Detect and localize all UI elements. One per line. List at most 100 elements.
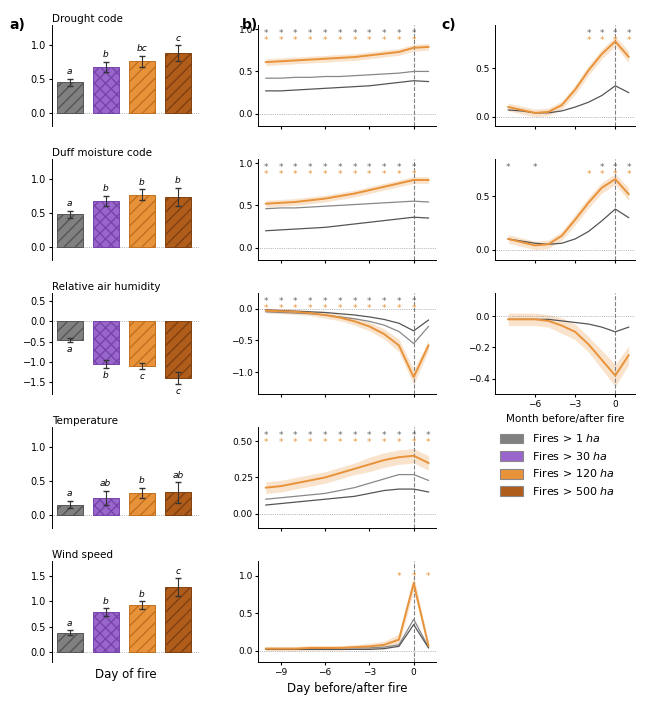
Text: b: b: [103, 51, 108, 59]
Text: *: *: [322, 438, 327, 447]
Text: *: *: [322, 304, 327, 313]
Text: *: *: [352, 438, 357, 447]
Text: a: a: [67, 345, 72, 354]
Text: *: *: [626, 29, 631, 38]
Text: *: *: [613, 36, 617, 45]
Text: *: *: [308, 438, 312, 447]
Text: *: *: [367, 438, 372, 447]
Bar: [165, 321, 191, 378]
Text: *: *: [382, 36, 386, 45]
Text: *: *: [308, 29, 312, 38]
Text: *: *: [367, 163, 372, 172]
Text: *: *: [367, 36, 372, 45]
Text: *: *: [322, 297, 327, 306]
Text: *: *: [382, 304, 386, 313]
Text: c: c: [175, 33, 181, 43]
Text: *: *: [426, 431, 431, 440]
X-axis label: Month before/after fire: Month before/after fire: [506, 414, 624, 424]
Text: *: *: [293, 438, 297, 447]
Text: *: *: [337, 36, 342, 45]
Text: b: b: [103, 371, 108, 379]
Text: *: *: [264, 163, 268, 172]
Text: *: *: [412, 572, 416, 581]
Text: b: b: [139, 177, 144, 187]
Text: *: *: [600, 29, 604, 38]
Text: c: c: [175, 387, 181, 396]
Text: *: *: [308, 163, 312, 172]
Text: *: *: [293, 36, 297, 45]
Text: *: *: [337, 297, 342, 306]
Text: a): a): [10, 18, 26, 32]
Bar: [129, 604, 155, 652]
Text: *: *: [279, 36, 283, 45]
Text: Drought code: Drought code: [52, 14, 123, 24]
Text: *: *: [293, 29, 297, 38]
Text: *: *: [397, 163, 401, 172]
Bar: [129, 321, 155, 366]
Text: a: a: [67, 199, 72, 208]
Text: ab: ab: [100, 479, 112, 488]
Bar: [129, 493, 155, 515]
Text: *: *: [293, 163, 297, 172]
Text: *: *: [264, 29, 268, 38]
Text: b: b: [139, 590, 144, 599]
Text: *: *: [397, 431, 401, 440]
Bar: [165, 53, 191, 113]
Bar: [93, 498, 119, 515]
Text: *: *: [264, 36, 268, 45]
Text: *: *: [382, 438, 386, 447]
Text: *: *: [308, 431, 312, 440]
Text: *: *: [613, 163, 617, 172]
Text: *: *: [279, 431, 283, 440]
Bar: [93, 321, 119, 364]
Text: *: *: [308, 304, 312, 313]
Text: *: *: [322, 431, 327, 440]
Text: *: *: [367, 170, 372, 179]
Text: *: *: [397, 29, 401, 38]
Legend: Fires > 1 $\it{ha}$, Fires > 30 $\it{ha}$, Fires > 120 $\it{ha}$, Fires > 500 $\: Fires > 1 $\it{ha}$, Fires > 30 $\it{ha}…: [501, 432, 615, 497]
Text: *: *: [397, 170, 401, 179]
Text: *: *: [600, 170, 604, 179]
Text: *: *: [412, 170, 416, 179]
Text: *: *: [352, 304, 357, 313]
Text: *: *: [293, 170, 297, 179]
Text: *: *: [279, 170, 283, 179]
Text: *: *: [352, 163, 357, 172]
Text: *: *: [337, 163, 342, 172]
Text: b: b: [139, 476, 144, 485]
Bar: [93, 612, 119, 652]
Text: *: *: [264, 297, 268, 306]
Text: *: *: [382, 170, 386, 179]
Text: *: *: [397, 297, 401, 306]
Text: *: *: [367, 304, 372, 313]
Text: *: *: [308, 36, 312, 45]
Text: *: *: [279, 304, 283, 313]
Text: *: *: [397, 304, 401, 313]
Bar: [165, 493, 191, 515]
Text: *: *: [426, 438, 431, 447]
Text: *: *: [279, 438, 283, 447]
Text: *: *: [412, 431, 416, 440]
X-axis label: Day before/after fire: Day before/after fire: [287, 682, 408, 696]
Text: *: *: [279, 29, 283, 38]
Text: *: *: [337, 431, 342, 440]
Text: *: *: [352, 36, 357, 45]
Text: *: *: [533, 163, 537, 172]
Text: *: *: [600, 163, 604, 172]
Text: *: *: [337, 304, 342, 313]
Text: *: *: [397, 36, 401, 45]
Bar: [129, 61, 155, 113]
Text: *: *: [264, 431, 268, 440]
Text: *: *: [382, 297, 386, 306]
X-axis label: Day of fire: Day of fire: [95, 668, 156, 681]
Text: *: *: [293, 431, 297, 440]
Text: *: *: [586, 36, 591, 45]
Text: *: *: [426, 572, 431, 581]
Text: *: *: [412, 36, 416, 45]
Text: *: *: [367, 29, 372, 38]
Text: *: *: [264, 170, 268, 179]
Text: *: *: [626, 163, 631, 172]
Text: *: *: [382, 431, 386, 440]
Bar: [129, 194, 155, 247]
Bar: [57, 633, 83, 652]
